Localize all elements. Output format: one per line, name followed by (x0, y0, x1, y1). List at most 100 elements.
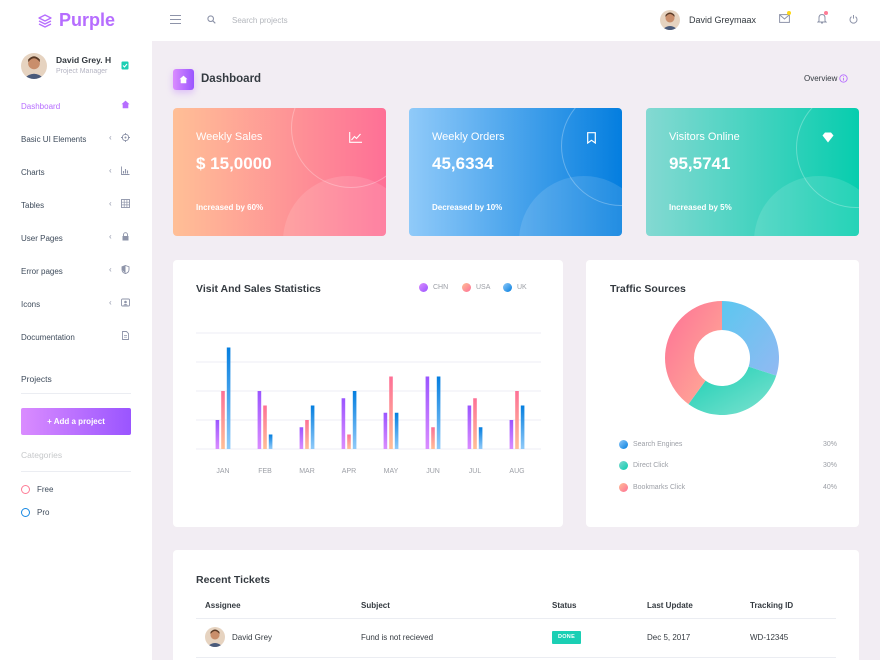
crosshairs-icon (121, 133, 130, 142)
weekly-sales-card[interactable]: Weekly Sales $ 15,0000 Increased by 60% (173, 108, 386, 236)
page-title: Dashboard (201, 73, 262, 85)
legend-swatch (419, 283, 428, 292)
info-icon (839, 74, 848, 83)
sidebar-item-label: Documentation (21, 332, 75, 342)
bar-uk-jul (478, 427, 483, 449)
chevron-left-icon: ‹ (109, 199, 112, 208)
overview-label: Overview (804, 74, 838, 83)
stat-change: Decreased by 10% (432, 203, 503, 212)
sidebar-item-charts[interactable]: Charts ‹ (21, 165, 131, 179)
sidebar-item-tables[interactable]: Tables ‹ (21, 198, 131, 212)
stat-value: 95,5741 (669, 154, 731, 173)
stat-label: Weekly Orders (432, 131, 505, 143)
visitors-online-card[interactable]: Visitors Online 95,5741 Increased by 5% (646, 108, 859, 236)
weekly-orders-card[interactable]: Weekly Orders 45,6334 Decreased by 10% (409, 108, 622, 236)
navbar-profile[interactable]: David Greymaax (660, 10, 756, 30)
visit-sales-card (173, 260, 563, 527)
legend-item-chn[interactable]: CHN (419, 283, 448, 292)
divider (21, 471, 131, 472)
legend-item-usa[interactable]: USA (462, 283, 490, 292)
brand-logo[interactable]: Purple (38, 10, 115, 31)
circle-icon (21, 485, 30, 494)
bar-uk-feb (268, 434, 273, 449)
x-tick-label: MAY (384, 468, 399, 475)
stat-value: $ 15,0000 (196, 154, 272, 173)
x-tick-label: FEB (258, 468, 272, 475)
power-icon[interactable] (849, 14, 858, 24)
traffic-source-name: Bookmarks Click (633, 484, 686, 491)
divider (21, 393, 131, 394)
legend-swatch (619, 461, 628, 470)
search-input[interactable] (232, 12, 412, 28)
table-divider (196, 618, 836, 619)
column-header-status: Status (552, 601, 577, 610)
sidebar-profile-name: David Grey. H (56, 55, 112, 65)
menu-toggle-icon[interactable] (170, 15, 181, 24)
sidebar-item-label: Error pages (21, 266, 63, 276)
ticket-last-update: Dec 5, 2017 (647, 633, 691, 642)
bar-chn-jun (425, 376, 430, 449)
bar-usa-mar (305, 420, 309, 449)
add-project-button[interactable]: + Add a project (21, 408, 131, 435)
contacts-icon (121, 298, 130, 307)
sidebar-item-user-pages[interactable]: User Pages ‹ (21, 231, 131, 245)
bookmark-check-icon (121, 61, 129, 70)
legend-swatch (503, 283, 512, 292)
sidebar-profile[interactable]: David Grey. H Project Manager (21, 53, 131, 81)
table-divider (196, 657, 836, 658)
bookmark-icon (587, 132, 596, 144)
column-header-tracking-id: Tracking ID (750, 601, 794, 610)
home-icon (121, 100, 130, 109)
x-tick-label: JAN (216, 468, 229, 475)
category-pro[interactable]: Pro (21, 508, 49, 517)
sidebar-item-label: Icons (21, 299, 41, 309)
bar-uk-aug (520, 405, 525, 449)
chevron-left-icon: ‹ (109, 298, 112, 307)
bar-uk-apr (352, 391, 357, 449)
stat-label: Weekly Sales (196, 131, 263, 143)
chevron-left-icon: ‹ (109, 166, 112, 175)
x-tick-label: JUL (469, 468, 482, 475)
bar-chn-aug (509, 420, 514, 449)
traffic-source-name: Search Engines (633, 441, 683, 448)
column-header-assignee: Assignee (205, 601, 241, 610)
bar-chn-mar (299, 427, 304, 449)
category-label: Pro (37, 508, 50, 517)
sidebar-item-error-pages[interactable]: Error pages ‹ (21, 264, 131, 278)
bar-uk-jun (436, 376, 441, 449)
sidebar-categories-heading: Categories (21, 450, 63, 460)
avatar (205, 627, 225, 647)
sidebar-item-label: Basic UI Elements (21, 134, 87, 144)
bar-usa-jun (431, 427, 435, 449)
ticket-tracking-id: WD-12345 (750, 633, 789, 642)
bar-chn-may (383, 412, 388, 449)
mail-indicator-dot (787, 11, 791, 15)
sidebar-item-basic-ui-elements[interactable]: Basic UI Elements ‹ (21, 132, 131, 146)
bell-icon[interactable] (817, 13, 827, 24)
overview-link[interactable]: Overview (804, 74, 848, 83)
sidebar-item-dashboard[interactable]: Dashboard (21, 99, 131, 113)
legend-item-uk[interactable]: UK (503, 283, 527, 292)
status-badge: DONE (552, 631, 581, 644)
bar-chn-apr (341, 398, 346, 449)
category-free[interactable]: Free (21, 485, 53, 494)
chevron-left-icon: ‹ (109, 133, 112, 142)
stat-change: Increased by 5% (669, 203, 732, 212)
brand-name: Purple (59, 10, 116, 30)
legend-swatch (619, 483, 628, 492)
sidebar-profile-role: Project Manager (56, 68, 108, 75)
circle-icon (21, 508, 30, 517)
traffic-source-value: 30% (822, 462, 837, 469)
traffic-legend-row: Search Engines 30% (619, 439, 837, 451)
sidebar-item-label: Charts (21, 167, 45, 177)
decorative-circle (291, 108, 386, 188)
bar-usa-apr (347, 434, 351, 449)
mail-icon[interactable] (779, 14, 790, 23)
sidebar-item-icons[interactable]: Icons ‹ (21, 297, 131, 311)
traffic-sources-title: Traffic Sources (610, 283, 686, 295)
x-tick-label: APR (342, 468, 356, 475)
bar-uk-mar (310, 405, 315, 449)
avatar (660, 10, 680, 30)
bar-uk-jan (226, 347, 231, 449)
sidebar-item-documentation[interactable]: Documentation (21, 330, 131, 344)
